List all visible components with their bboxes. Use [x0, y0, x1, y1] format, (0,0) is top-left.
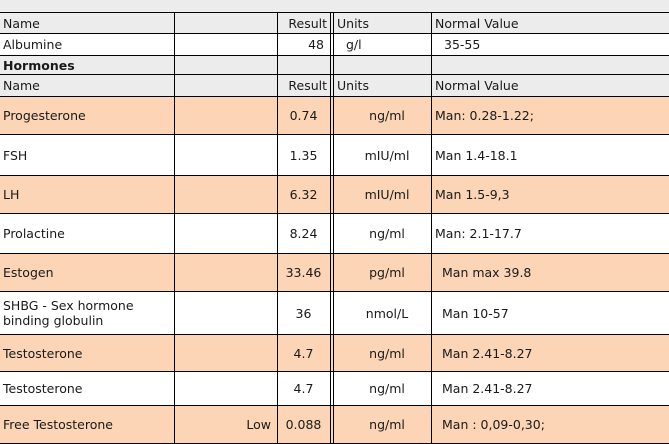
hormone-result: 0.088 [285, 417, 322, 432]
hormone-result: 36 [295, 305, 312, 321]
hormone-normal: Man: 2.1-17.7 [435, 226, 522, 241]
header2-units: Units [337, 78, 369, 93]
header-normal-value: Normal Value [435, 15, 519, 31]
hormone-flag: Low [246, 417, 271, 432]
hormone-normal: Man 2.41-8.27 [442, 345, 533, 361]
hormone-normal: Man : 0,09-0,30; [442, 417, 545, 432]
gridline [0, 175, 669, 176]
albumine-normal: 35-55 [444, 37, 481, 52]
hormone-flag [174, 254, 277, 291]
table-row: SHBG - Sex hormone binding globulin 36 nmo… [0, 292, 669, 334]
header2-normal-value: Normal Value [435, 78, 519, 93]
hormone-flag [174, 97, 277, 134]
gridline [0, 55, 669, 56]
gridline [0, 213, 669, 214]
column-header-row: Name Result Units Normal Value [0, 13, 669, 33]
hormone-name: Free Testosterone [3, 417, 113, 432]
gridline [0, 134, 669, 135]
header-result: Result [288, 15, 327, 31]
gridline [0, 96, 669, 97]
albumine-units: g/l [346, 37, 362, 52]
hormone-normal: Man 1.5-9,3 [435, 187, 510, 202]
hormone-flag [174, 176, 277, 213]
table-row: Testosterone 4.7 ng/ml Man 2.41-8.27 [0, 372, 669, 405]
gridline [0, 33, 669, 34]
hormone-name: FSH [3, 147, 28, 163]
gridline [0, 74, 669, 75]
hormone-name: Estogen [3, 265, 54, 280]
gridline [0, 291, 669, 292]
hormone-name: Testosterone [3, 381, 83, 396]
hormone-flag [174, 214, 277, 253]
gridline [174, 12, 175, 443]
gridline [277, 12, 278, 443]
gridline [0, 371, 669, 372]
header-name: Name [3, 15, 40, 31]
hormone-result: 4.7 [293, 345, 314, 361]
hormone-result: 8.24 [289, 226, 318, 241]
hormone-units: ng/ml [369, 345, 405, 361]
hormone-name: Prolactine [3, 226, 65, 241]
gridline [0, 334, 669, 335]
section-title: Hormones [3, 57, 75, 73]
hormone-flag [174, 335, 277, 371]
gridline [333, 12, 334, 443]
hormone-normal: Man max 39.8 [442, 265, 532, 280]
hormone-flag [174, 135, 277, 175]
albumine-flag [174, 34, 277, 55]
hormone-units: mIU/ml [364, 147, 410, 163]
table-row: Estogen 33.46 pg/ml Man max 39.8 [0, 254, 669, 291]
albumine-result: 48 [308, 37, 324, 52]
top-strip [0, 0, 669, 12]
hormone-units: nmol/L [365, 305, 409, 321]
hormone-normal: Man 1.4-18.1 [435, 147, 518, 163]
table-row: Progesterone 0.74 ng/ml Man: 0.28-1.22; [0, 97, 669, 134]
header2-name: Name [3, 78, 40, 93]
hormone-units: ng/ml [369, 226, 405, 241]
hormone-units: ng/ml [369, 108, 405, 123]
hormone-name: Progesterone [3, 108, 86, 123]
hormone-result: 0.74 [289, 108, 318, 123]
gridline [0, 12, 669, 13]
hormone-normal: Man 2.41-8.27 [442, 381, 533, 396]
hormone-result: 33.46 [285, 265, 322, 280]
hormone-units: ng/ml [369, 417, 405, 432]
hormone-name: SHBG - Sex hormone binding globulin [3, 298, 134, 328]
hormone-name: Testosterone [3, 345, 83, 361]
hormone-normal: Man 10-57 [442, 305, 509, 321]
header-units: Units [337, 15, 369, 31]
table-row-albumine: Albumine 48 g/l 35-55 [0, 34, 669, 55]
gridline [0, 253, 669, 254]
hormone-name: LH [3, 187, 20, 202]
hormone-result: 1.35 [289, 147, 318, 163]
hormone-result: 6.32 [289, 187, 318, 202]
gridline [0, 405, 669, 406]
gridline [330, 12, 331, 443]
hormone-units: mIU/ml [364, 187, 410, 202]
table-row: Testosterone 4.7 ng/ml Man 2.41-8.27 [0, 335, 669, 371]
albumine-name: Albumine [3, 37, 63, 52]
column-header-row-2: Name Result Units Normal Value [0, 75, 669, 96]
hormone-normal: Man: 0.28-1.22; [435, 108, 534, 123]
hormone-flag [174, 292, 277, 334]
hormone-result: 4.7 [293, 381, 314, 396]
hormone-flag [174, 372, 277, 405]
table-row: Free Testosterone Low 0.088 ng/ml Man : 0,09… [0, 406, 669, 443]
hormone-units: ng/ml [369, 381, 405, 396]
header2-result: Result [288, 78, 327, 93]
hormone-units: pg/ml [369, 265, 405, 280]
table-row: LH 6.32 mIU/ml Man 1.5-9,3 [0, 176, 669, 213]
table-row: Prolactine 8.24 ng/ml Man: 2.1-17.7 [0, 214, 669, 253]
section-header-hormones: Hormones [0, 56, 669, 74]
gridline [431, 12, 432, 443]
table-row: FSH 1.35 mIU/ml Man 1.4-18.1 [0, 135, 669, 175]
